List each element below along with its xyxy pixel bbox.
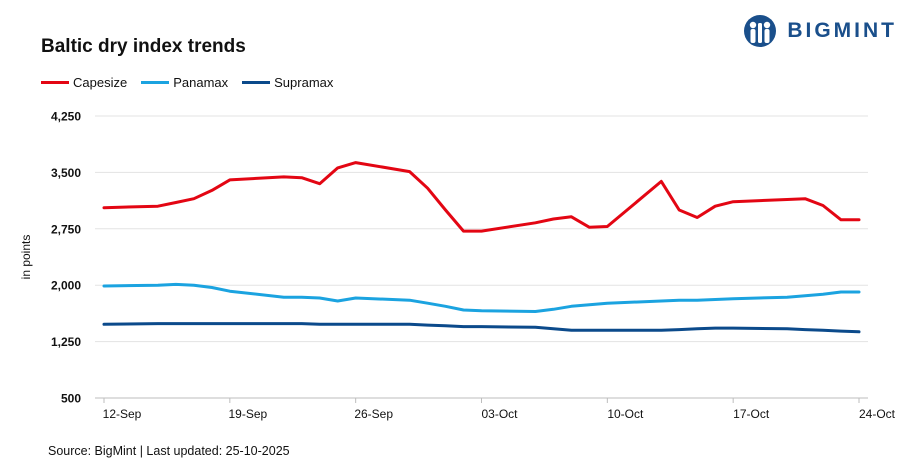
x-tick-label: 12-Sep: [103, 407, 142, 421]
x-tick-label: 03-Oct: [481, 407, 518, 421]
series-line-supramax: [102, 322, 861, 334]
legend-label-supramax: Supramax: [274, 75, 334, 90]
legend-swatch-capesize: [41, 81, 69, 84]
x-tick-label: 24-Oct: [859, 407, 896, 421]
y-tick-label: 2,750: [51, 222, 81, 236]
y-axis-label: in points: [19, 235, 33, 280]
series-line-capesize: [102, 161, 861, 233]
y-tick-labels: 500 1,250 2,000 2,750 3,500 4,250: [51, 110, 81, 406]
series-lines: [102, 161, 861, 334]
bigmint-logo-icon: [744, 15, 777, 47]
legend-label-panamax: Panamax: [173, 75, 229, 90]
y-tick-label: 1,250: [51, 335, 81, 349]
legend-label-capesize: Capesize: [73, 75, 128, 90]
grid-lines: [95, 115, 868, 399]
x-tick-label: 26-Sep: [354, 407, 393, 421]
series-line-panamax: [102, 282, 861, 313]
chart-title: Baltic dry index trends: [41, 36, 246, 57]
bigmint-logo-text: BIGMINT: [787, 19, 897, 42]
legend-swatch-panamax: [141, 81, 170, 84]
x-tick-label: 19-Sep: [228, 407, 267, 421]
y-tick-label: 500: [61, 392, 81, 406]
x-tick-label: 17-Oct: [733, 407, 770, 421]
legend-item-capesize: Capesize: [41, 75, 127, 90]
y-tick-label: 2,000: [51, 279, 81, 293]
bigmint-logo: BIGMINT: [741, 14, 897, 48]
source-footer: Source: BigMint | Last updated: 25-10-20…: [48, 444, 290, 458]
y-tick-label: 3,500: [51, 166, 81, 180]
legend-swatch-supramax: [242, 81, 271, 84]
legend-item-supramax: Supramax: [242, 75, 333, 90]
x-tick-label: 10-Oct: [607, 407, 644, 421]
legend-item-panamax: Panamax: [141, 75, 228, 90]
x-tick-labels: 12-Sep 19-Sep 26-Sep 03-Oct 10-Oct 17-Oct 24-O…: [103, 398, 896, 421]
y-tick-label: 4,250: [51, 110, 81, 124]
chart-legend: Capesize Panamax Supramax: [41, 75, 333, 90]
